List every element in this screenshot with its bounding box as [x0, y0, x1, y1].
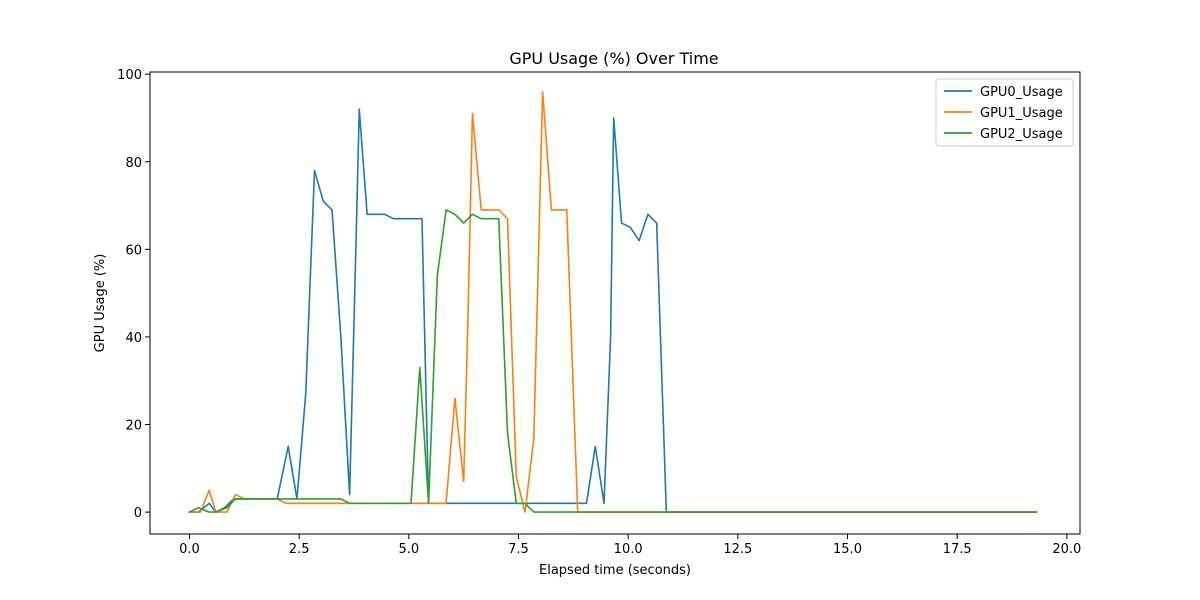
- y-tick-label: 40: [125, 331, 142, 346]
- y-tick-label: 80: [125, 156, 142, 171]
- series-line-gpu2-usage: [188, 209, 1037, 514]
- plot-area: 0.0 2.5 5.0 7.5 10.0 12.5 15.0 17.5 20.0 0 20 40 60 8…: [117, 68, 1081, 557]
- legend-label: GPU2_Usage: [980, 127, 1063, 142]
- x-tick-label: 17.5: [943, 542, 972, 557]
- plot-frame: [149, 71, 1081, 535]
- x-tick-label: 2.5: [289, 542, 310, 557]
- x-tick-label: 15.0: [833, 542, 862, 557]
- x-tick-label: 20.0: [1052, 542, 1081, 557]
- y-tick-label: 0: [134, 506, 142, 521]
- x-axis-label: Elapsed time (seconds): [539, 563, 691, 578]
- y-tick-label: 100: [117, 68, 142, 83]
- tick-layer: 0.0 2.5 5.0 7.5 10.0 12.5 15.0 17.5 20.0 0 20 40 60 8…: [117, 68, 1081, 557]
- legend-label: GPU0_Usage: [980, 85, 1063, 100]
- x-tick-label: 7.5: [508, 542, 529, 557]
- legend-box: [935, 78, 1074, 147]
- x-tick-label: 0.0: [179, 542, 200, 557]
- x-tick-label: 12.5: [723, 542, 752, 557]
- series-layer: [188, 90, 1037, 514]
- y-tick-label: 60: [125, 243, 142, 258]
- chart-title: GPU Usage (%) Over Time: [509, 49, 718, 68]
- x-tick-label: 5.0: [398, 542, 419, 557]
- y-axis-label: GPU Usage (%): [93, 254, 108, 353]
- legend: GPU0_Usage GPU1_Usage GPU2_Usage: [935, 78, 1074, 147]
- x-tick-label: 10.0: [614, 542, 643, 557]
- legend-label: GPU1_Usage: [980, 106, 1063, 121]
- y-tick-label: 20: [125, 419, 142, 434]
